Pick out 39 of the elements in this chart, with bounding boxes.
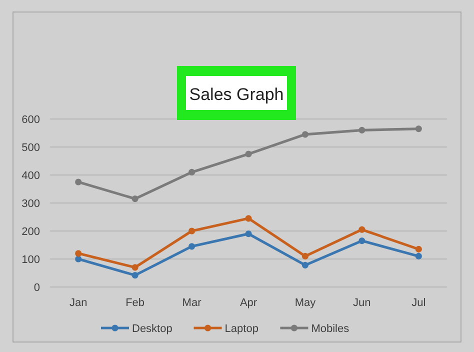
x-tick-label: Jan	[69, 297, 88, 309]
point	[75, 250, 82, 257]
y-tick-label: 100	[22, 254, 40, 266]
point	[132, 196, 138, 202]
point	[302, 262, 309, 268]
point	[302, 252, 309, 260]
x-tick-label: Mar	[182, 297, 202, 309]
y-tick-label: 200	[22, 226, 40, 238]
y-tick-label: 300	[22, 198, 40, 210]
point	[75, 178, 82, 186]
point	[188, 228, 196, 234]
point	[415, 252, 422, 260]
point	[132, 264, 138, 271]
legend-label: Laptop	[224, 322, 258, 335]
point	[132, 272, 138, 279]
point	[415, 126, 422, 132]
x-tick-label: May	[294, 297, 316, 309]
x-tick-label: Feb	[126, 297, 145, 309]
point	[188, 168, 196, 176]
point	[302, 131, 309, 138]
point	[415, 246, 422, 252]
x-tick-label: Jun	[353, 297, 371, 309]
point	[75, 256, 82, 262]
chart-title: Sales Graph	[189, 85, 284, 104]
point	[245, 230, 252, 238]
x-tick-label: Apr	[240, 297, 258, 309]
y-tick-label: 400	[22, 170, 40, 182]
x-tick-label: Jul	[412, 297, 426, 309]
point	[188, 243, 196, 250]
point	[358, 238, 366, 244]
y-tick-label: 600	[22, 114, 40, 126]
point	[358, 126, 366, 134]
legend-label: Mobiles	[311, 322, 350, 335]
y-tick-label: 0	[34, 282, 40, 294]
y-tick-label: 500	[22, 142, 40, 154]
legend-label: Desktop	[132, 322, 172, 335]
point	[245, 215, 252, 222]
point	[245, 150, 252, 158]
point	[358, 226, 366, 233]
